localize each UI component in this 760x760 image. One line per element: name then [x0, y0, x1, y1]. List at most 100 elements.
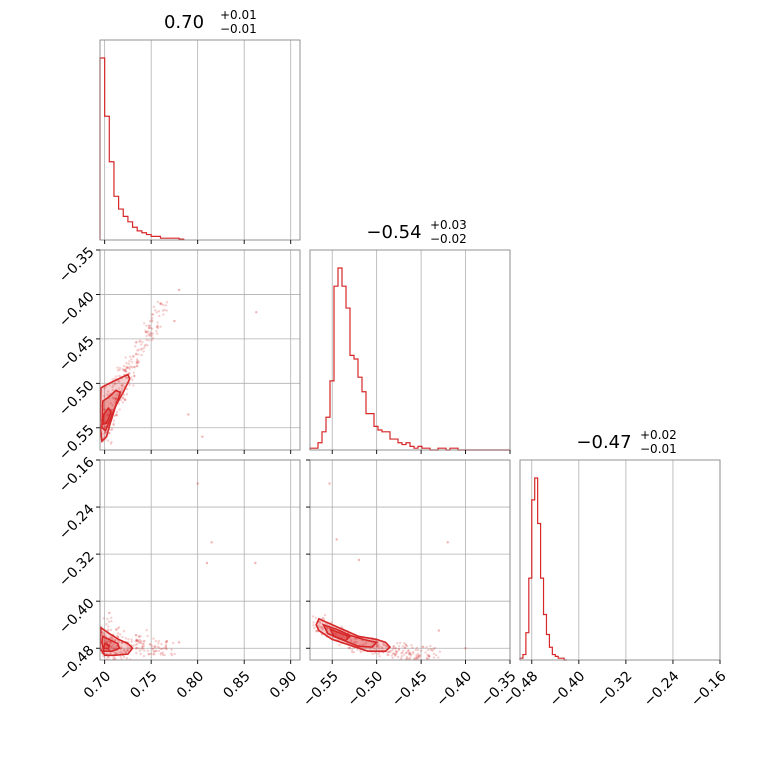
panel-hist-0-hist-bar-11: [151, 236, 156, 240]
panel-scatter-0-1-point-4-8: [135, 364, 138, 368]
panel-scatter-1-2-point-8-2: [386, 653, 389, 657]
panel-hist-1-hist-bar-24: [406, 443, 410, 450]
panel-scatter-0-2-point-18-6: [122, 655, 126, 659]
panel-hist-1-title-plus: +0.03: [430, 218, 467, 232]
panel-scatter-1-2-point-8-8: [383, 643, 386, 647]
panel-scatter-0-2-point-4-10: [121, 651, 125, 655]
panel-scatter-1-2-point-7-12: [385, 644, 388, 648]
panel-scatter-1-2-point-10-13: [404, 643, 407, 646]
panel-scatter-1-2-point-19-3: [407, 653, 411, 656]
panel-scatter-0-1-point-16-0: [150, 313, 154, 317]
panel-scatter-1-2-point-12-1: [429, 644, 432, 648]
panel-hist-1-hist-bar-21: [394, 439, 398, 450]
panel-scatter-1-2-point-10-12: [400, 652, 403, 655]
panel-scatter-0-2-xtick-label-2: 0.80: [174, 668, 207, 701]
panel-scatter-0-2-point-7-6: [140, 646, 144, 649]
panel-scatter-1-2-point-18-11: [400, 657, 403, 660]
panel-scatter-1-2-point-11-10: [417, 656, 420, 660]
panel-scatter-1-2-point-4-12: [352, 641, 356, 644]
panel-scatter-0-1-point-15-9: [144, 329, 147, 332]
panel-scatter-0-2-point-8-13: [150, 644, 154, 648]
panel-scatter-0-2-point-14-10: [130, 640, 133, 643]
panel-scatter-0-2-point-6-2: [135, 643, 139, 646]
panel-hist-1-title: −0.54: [366, 222, 421, 243]
panel-scatter-0-1-point-6-9: [148, 333, 152, 337]
panel-scatter-0-1-point-15-6: [145, 324, 148, 328]
panel-scatter-1-2-point-11-3: [415, 653, 418, 657]
panel-scatter-0-2-point-16-0: [164, 640, 168, 644]
panel-scatter-0-2-point-16-3: [173, 652, 176, 656]
panel-scatter-0-1-point-12-1: [115, 410, 119, 414]
panel-scatter-1-2-point-14-7: [315, 630, 318, 633]
panel-scatter-0-1-point-2-4: [113, 377, 117, 380]
panel-hist-2-hist-bar-5: [535, 478, 538, 660]
panel-scatter-0-2-point-14-8: [134, 643, 137, 647]
panel-scatter-1-2-point-19-11: [409, 652, 413, 656]
panel-hist-2-hist-line: [519, 477, 568, 661]
panel-scatter-0-2-point-5-3: [123, 649, 126, 652]
panel-scatter-0-2-point-12-3: [106, 617, 109, 621]
panel-scatter-0-1-point-9-2: [121, 401, 125, 404]
panel-scatter-0-2-point-13-2: [111, 637, 114, 640]
panel-hist-2-title-minus: −0.01: [640, 442, 677, 456]
panel-scatter-1-2-point-15-5: [338, 634, 341, 637]
panel-hist-2: −0.48 −0.40 −0.32 −0.24 −0.16−0.47 +0.02−0.01: [500, 428, 730, 710]
panel-scatter-0-2-point-0-11: [109, 628, 112, 632]
panel-scatter-0-1-point-5-11: [135, 340, 138, 344]
panel-hist-2-hist-bar-10: [549, 647, 552, 660]
panel-hist-1-hist-bar-4: [326, 417, 330, 450]
panel-scatter-0-1-point-13-8: [125, 393, 129, 396]
panel-scatter-0-2-point-4-0: [115, 652, 118, 655]
panel-scatter-0-1-point-19-6: [106, 413, 110, 416]
panel-scatter-1-2-point-10-8: [405, 644, 409, 648]
panel-scatter-0-2-point-19-12: [142, 640, 145, 643]
panel-scatter-0-1-point-6-6: [144, 343, 147, 347]
panel-scatter-1-2-point-18-5: [394, 647, 397, 650]
panel-scatter-0-1-point-15-5: [148, 324, 151, 328]
panel-scatter-0-2-point-15-1: [165, 647, 168, 651]
panel-scatter-1-2-point-13-1: [427, 654, 430, 658]
panel-scatter-0-2-point-5-8: [125, 648, 129, 652]
panel-scatter-1-2-point-18-4: [391, 648, 394, 652]
panel-scatter-0-2-point-16-5: [172, 641, 175, 645]
panel-scatter-0-2-point-16-8: [165, 640, 169, 643]
panel-scatter-0-2-point-16-4: [163, 653, 166, 657]
panel-hist-2-title: −0.47: [576, 432, 631, 453]
panel-scatter-0-2-point-7-11: [143, 649, 146, 652]
panel-scatter-0-1-point-13-0: [120, 389, 123, 392]
panel-scatter-0-1-point-13-1: [114, 397, 117, 400]
panel-scatter-1-2-point-0-6: [319, 626, 323, 629]
panel-scatter-1-2-point-11-12: [414, 648, 417, 652]
panel-scatter-0-1-point-14-9: [122, 368, 126, 372]
panel-scatter-1-2-point-12-7: [421, 645, 424, 648]
panel-scatter-0-2-point-11-11: [106, 655, 110, 659]
panel-scatter-0-2-outlier-2: [205, 561, 209, 565]
panel-scatter-1-2-point-10-3: [406, 649, 410, 652]
panel-scatter-0-2-point-6-6: [135, 651, 138, 655]
panel-scatter-0-2-xtick-label-1: 0.75: [127, 668, 160, 701]
panel-scatter-0-1-point-4-0: [126, 366, 130, 369]
panel-scatter-1-2-background: [310, 460, 510, 660]
panel-scatter-1-2-point-13-8: [438, 650, 442, 653]
panel-scatter-0-1-point-2-7: [118, 387, 121, 390]
panel-scatter-0-2-point-13-8: [122, 629, 126, 633]
panel-scatter-0-2-point-2-9: [115, 634, 119, 637]
panel-scatter-0-1-point-9-12: [123, 398, 127, 401]
panel-scatter-1-2-point-9-12: [404, 646, 407, 650]
panel-scatter-0-1-point-17-7: [160, 302, 163, 306]
panel-scatter-0-1-point-0-8: [105, 413, 109, 416]
panel-scatter-1-2-point-3-9: [349, 638, 353, 641]
panel-scatter-1-2-point-16-4: [352, 650, 355, 654]
panel-scatter-0-2-point-15-3: [164, 641, 168, 644]
panel-scatter-1-2-point-11-8: [408, 651, 411, 654]
panel-scatter-1-2-point-8-7: [387, 653, 390, 656]
panel-hist-0-hist-bar-7: [133, 227, 138, 240]
panel-scatter-0-1-point-14-11: [122, 364, 126, 368]
panel-scatter-1-2-point-7-3: [377, 652, 380, 655]
panel-scatter-0-2-point-15-7: [160, 642, 163, 646]
panel-scatter-1-2-contour-0: [315, 617, 392, 652]
panel-scatter-0-1-point-4-2: [131, 355, 135, 358]
panel-scatter-0-1-point-2-11: [118, 380, 121, 383]
panel-scatter-0-2-xtick-label-3: 0.85: [220, 668, 253, 701]
panel-hist-1-hist-line: [309, 267, 510, 451]
